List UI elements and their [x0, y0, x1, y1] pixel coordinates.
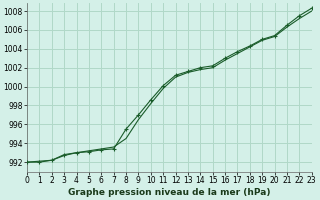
X-axis label: Graphe pression niveau de la mer (hPa): Graphe pression niveau de la mer (hPa) — [68, 188, 271, 197]
